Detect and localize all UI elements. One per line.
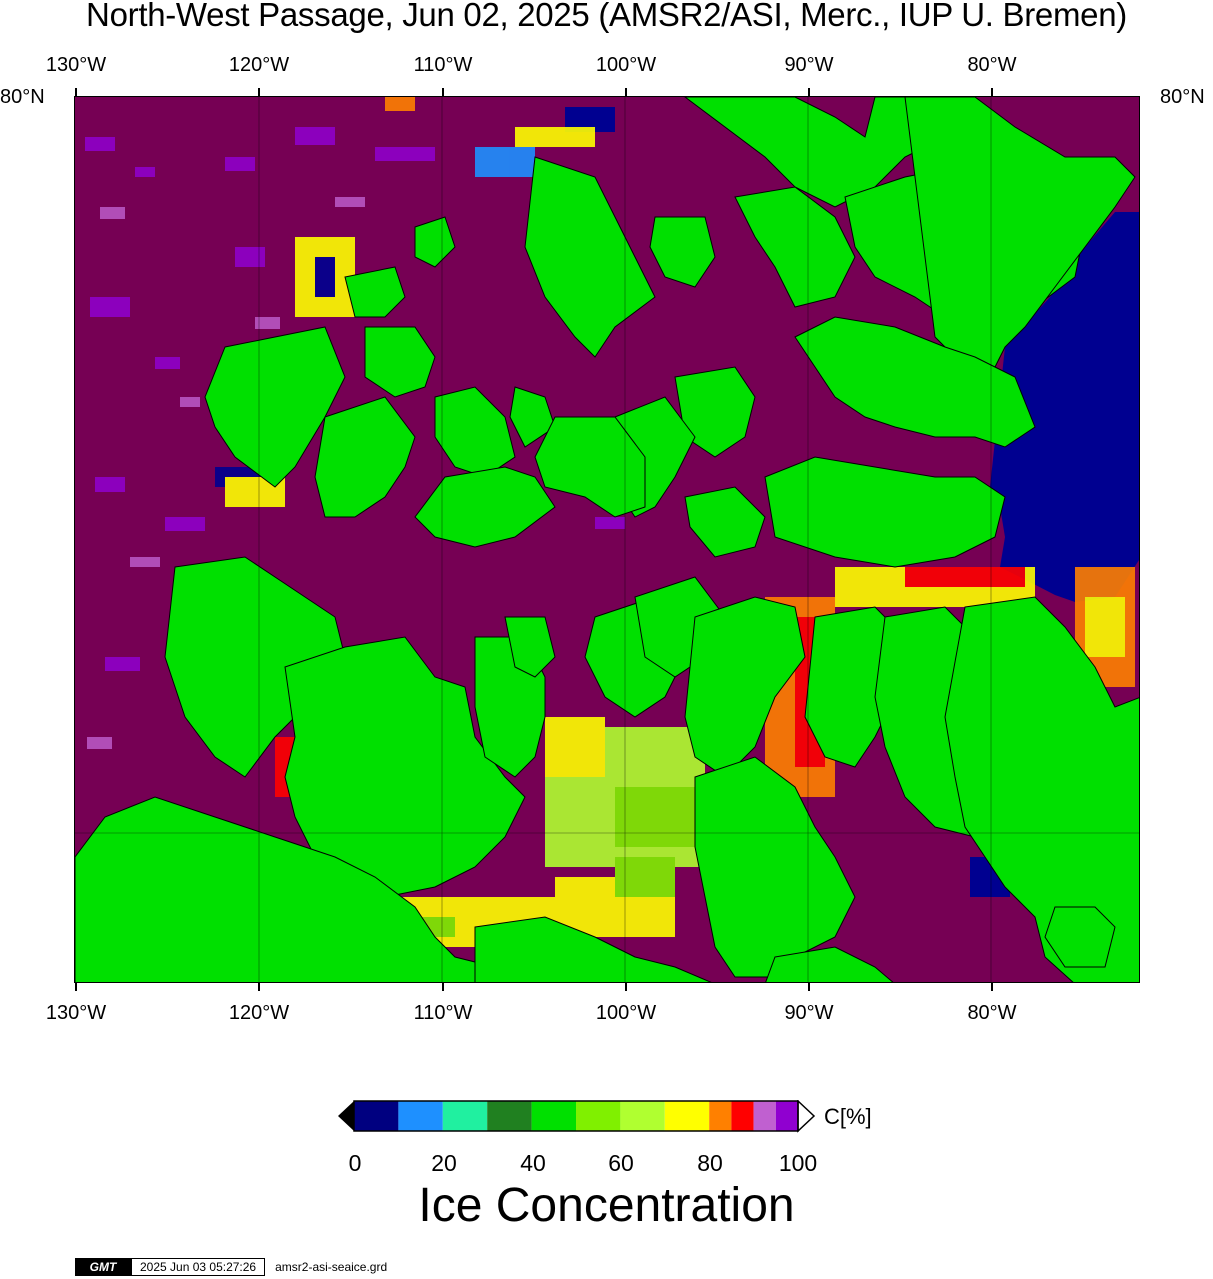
colorbar-title: Ice Concentration — [418, 1179, 795, 1232]
lon-label-120w-top: 120°W — [228, 54, 290, 76]
colorbar-cell — [442, 1101, 488, 1131]
lon-label-100w-bottom: 100°W — [595, 1002, 657, 1024]
gmt-logo: GMT — [75, 1258, 131, 1276]
colorbar-label-80: 80 — [697, 1150, 723, 1176]
colorbar-cell — [398, 1101, 443, 1131]
colorbar-label-0: 0 — [348, 1150, 362, 1176]
colorbar-cell — [775, 1101, 798, 1131]
map-title: North-West Passage, Jun 02, 2025 (AMSR2/… — [86, 0, 1127, 33]
timestamp: 2025 Jun 03 05:27:26 — [131, 1258, 266, 1276]
colorbar-cell — [709, 1101, 732, 1131]
colorbar-low-triangle — [338, 1101, 354, 1131]
lon-label-120w-bottom: 120°W — [228, 1002, 290, 1024]
colorbar-label-100: 100 — [778, 1150, 818, 1176]
lon-label-90w-top: 90°W — [784, 54, 834, 76]
colorbar-label-60: 60 — [608, 1150, 634, 1176]
lon-label-110w-bottom: 110°W — [413, 1002, 473, 1024]
lon-label-100w-top: 100°W — [595, 54, 657, 76]
lon-label-80w-bottom: 80°W — [967, 1002, 1017, 1024]
colorbar-cell — [531, 1101, 576, 1131]
lon-label-90w-bottom: 90°W — [784, 1002, 834, 1024]
sea-ice-map — [74, 96, 1140, 983]
grid-filename: amsr2-asi-seaice.grd — [275, 1260, 388, 1274]
sea-ice-map-svg — [75, 97, 1139, 982]
colorbar-cell — [487, 1101, 532, 1131]
colorbar-cell — [664, 1101, 710, 1131]
colorbar-cell — [354, 1101, 399, 1131]
colorbar-cell — [620, 1101, 665, 1131]
colorbar-cell — [576, 1101, 621, 1131]
colorbar-unit: C[%] — [824, 1104, 872, 1129]
colorbar-cell — [753, 1101, 776, 1131]
lon-label-80w-top: 80°W — [967, 54, 1017, 76]
colorbar-cell — [731, 1101, 754, 1131]
colorbar-label-40: 40 — [520, 1150, 546, 1176]
gmt-timestamp: GMT 2025 Jun 03 05:27:26 amsr2-asi-seaic… — [75, 1258, 387, 1276]
colorbar-high-triangle — [797, 1099, 816, 1133]
lat-label-left: 80°N — [0, 86, 45, 108]
colorbar-label-20: 20 — [431, 1150, 457, 1176]
lat-label-right: 80°N — [1160, 86, 1205, 108]
colorbar — [338, 1099, 818, 1139]
lon-label-110w-top: 110°W — [413, 54, 473, 76]
colorbar-svg — [338, 1099, 816, 1133]
lon-label-130w-bottom: 130°W — [45, 1002, 107, 1024]
lon-label-130w-top: 130°W — [45, 54, 107, 76]
